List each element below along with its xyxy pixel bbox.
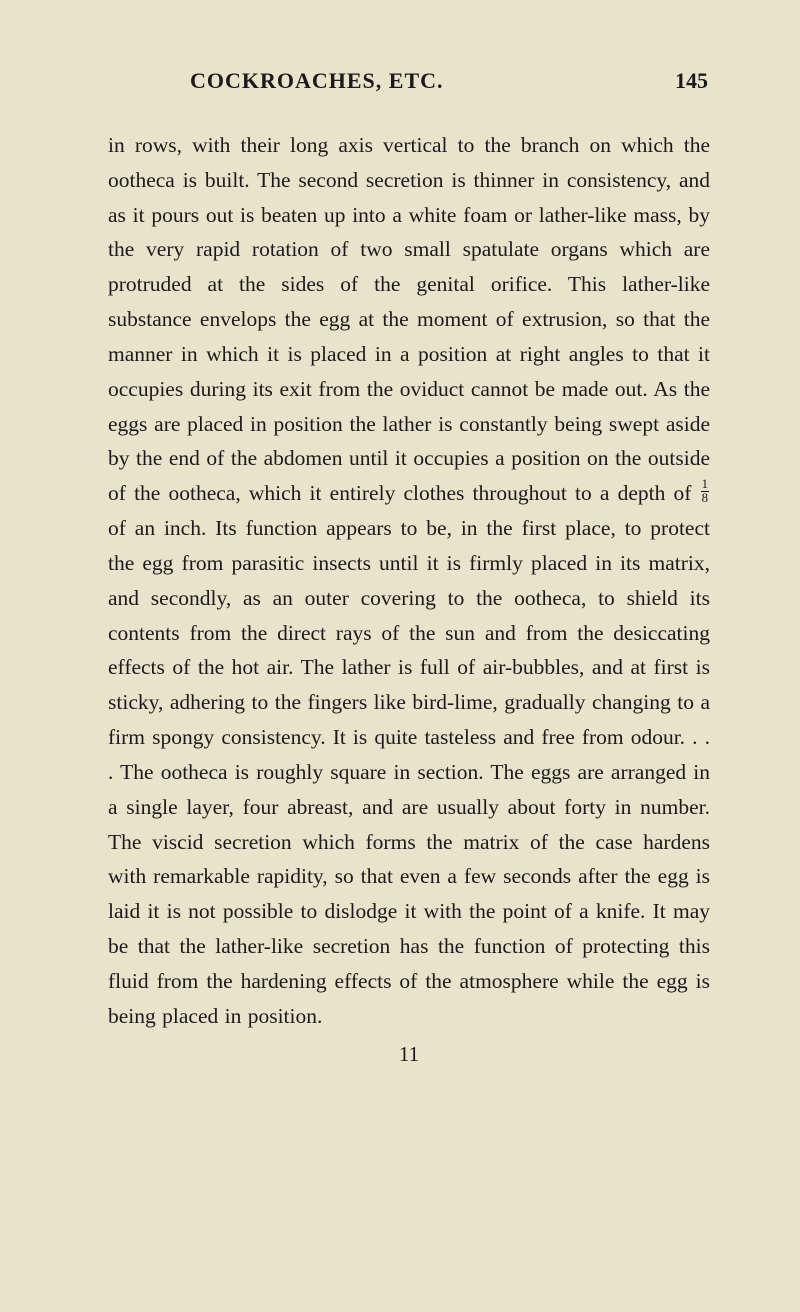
fraction-numerator: 1 [701, 478, 709, 492]
fraction-one-eighth: 18 [701, 478, 709, 505]
page-header: COCKROACHES, ETC. 145 [108, 68, 710, 94]
body-paragraph: in rows, with their long axis vertical t… [108, 128, 710, 1034]
book-page: COCKROACHES, ETC. 145 in rows, with thei… [0, 0, 800, 1312]
body-text-part-2: of an inch. Its function appears to be, … [108, 516, 710, 1028]
running-title: COCKROACHES, ETC. [190, 68, 444, 94]
body-text-part-1: in rows, with their long axis vertical t… [108, 133, 710, 505]
fraction-denominator: 8 [701, 492, 709, 505]
signature-number: 11 [108, 1042, 710, 1067]
page-number: 145 [675, 68, 708, 94]
